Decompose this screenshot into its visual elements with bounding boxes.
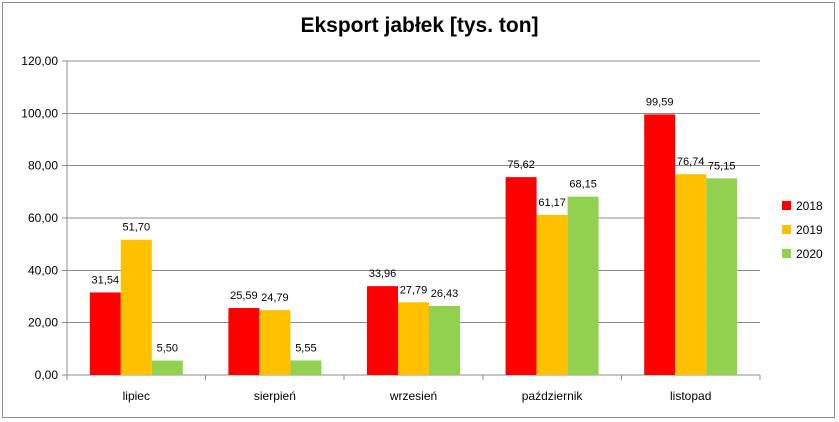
- bar-2018: [367, 286, 398, 375]
- y-tick-label: 0,00: [35, 368, 59, 382]
- data-label: 24,79: [261, 292, 289, 304]
- bar-2018: [505, 177, 537, 375]
- bar-2018: [644, 114, 676, 376]
- data-label: 99,59: [646, 96, 674, 108]
- data-label: 26,43: [431, 288, 459, 300]
- legend-swatch-2020: [782, 249, 791, 258]
- y-tick-label: 20,00: [28, 316, 58, 330]
- bar-2019: [120, 239, 152, 375]
- data-label: 27,79: [400, 284, 428, 296]
- data-label: 75,62: [507, 159, 535, 171]
- x-category-label: lipiec: [123, 389, 150, 403]
- y-tick-label: 120,00: [21, 54, 58, 68]
- bar-2020: [290, 360, 322, 375]
- bar-2020: [567, 196, 599, 375]
- y-tick-label: 60,00: [28, 211, 58, 225]
- legend-label: 2018: [796, 199, 823, 213]
- chart-title: Eksport jabłek [tys. ton]: [300, 14, 539, 37]
- data-label: 5,55: [295, 342, 316, 354]
- x-category-label: listopad: [670, 389, 711, 403]
- x-category-label: sierpień: [254, 389, 296, 403]
- y-tick-label: 40,00: [28, 263, 58, 277]
- data-label: 51,70: [123, 222, 151, 234]
- legend-swatch-2018: [782, 201, 791, 210]
- data-label: 75,15: [708, 160, 736, 172]
- bar-2019: [398, 302, 429, 375]
- data-label: 5,50: [157, 343, 178, 355]
- y-tick-label: 100,00: [21, 106, 58, 120]
- bar-2019: [536, 214, 568, 375]
- bar-2018: [228, 308, 260, 375]
- legend-label: 2019: [796, 223, 823, 237]
- bar-2018: [89, 292, 121, 375]
- bar-2019: [259, 310, 291, 375]
- legend-label: 2020: [796, 247, 823, 261]
- legend-swatch-2019: [782, 225, 791, 234]
- data-label: 31,54: [92, 274, 120, 286]
- data-label: 68,15: [569, 179, 597, 191]
- bar-2020: [151, 360, 183, 375]
- x-category-label: wrzesień: [389, 389, 437, 403]
- bar-2020: [706, 178, 738, 375]
- bar-2020: [429, 305, 460, 375]
- x-category-label: październik: [522, 389, 584, 403]
- y-tick-label: 80,00: [28, 159, 58, 173]
- data-label: 61,17: [538, 197, 566, 209]
- bar-2019: [675, 174, 707, 375]
- data-label: 76,74: [677, 156, 705, 168]
- data-label: 33,96: [369, 268, 397, 280]
- data-label: 25,59: [230, 290, 258, 302]
